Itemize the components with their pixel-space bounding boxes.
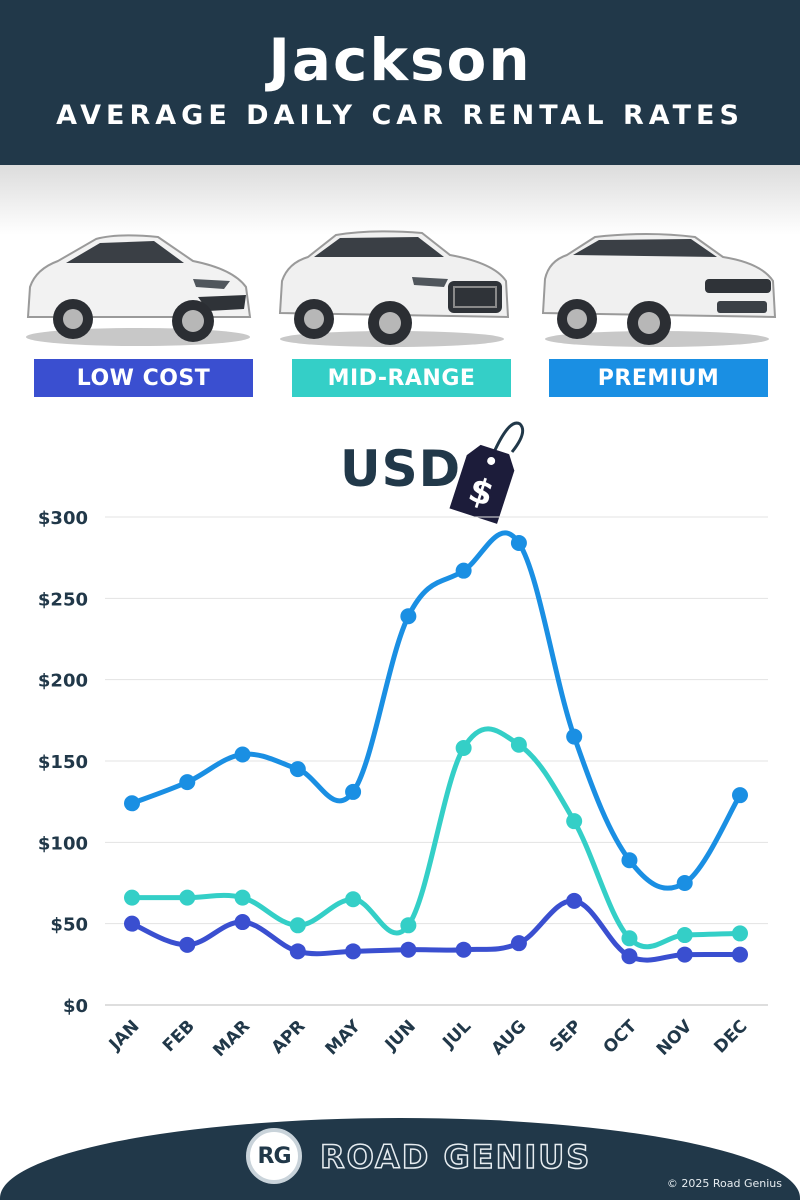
legend-low-cost-label: LOW COST [76, 365, 211, 391]
currency-label: USD [340, 440, 462, 498]
legend-low-cost: LOW COST [34, 359, 253, 397]
data-point-low-cost [510, 935, 527, 952]
data-point-low-cost [566, 892, 583, 909]
copyright-text: © 2025 Road Genius [666, 1177, 782, 1190]
x-tick-label: OCT [600, 1016, 642, 1058]
data-point-mid-range [566, 813, 583, 830]
data-point-mid-range [234, 889, 251, 906]
x-tick-label: APR [268, 1016, 310, 1058]
legend-mid-range: MID-RANGE [292, 359, 511, 397]
data-point-low-cost [124, 915, 140, 932]
page-subtitle: AVERAGE DAILY CAR RENTAL RATES [56, 100, 744, 131]
x-tick-label: JAN [105, 1016, 144, 1055]
data-point-low-cost [179, 936, 196, 953]
x-tick-label: AUG [488, 1016, 531, 1059]
data-point-premium [400, 608, 417, 625]
data-point-mid-range [345, 891, 362, 908]
city-title: Jackson [268, 26, 532, 94]
data-point-premium [455, 562, 472, 579]
data-point-premium [234, 746, 251, 763]
y-tick-label: $200 [38, 671, 88, 692]
data-point-mid-range [400, 917, 417, 934]
x-tick-label: JUL [438, 1016, 475, 1053]
x-tick-label: DEC [710, 1016, 751, 1057]
x-tick-label: SEP [546, 1016, 586, 1056]
data-point-mid-range [621, 930, 638, 947]
data-point-premium [179, 774, 196, 791]
hatchback-car-icon [18, 225, 258, 350]
legend-premium: PREMIUM [549, 359, 768, 397]
data-point-mid-range [732, 925, 748, 942]
data-point-mid-range [455, 739, 472, 756]
price-tag-icon: $ [449, 421, 525, 524]
range-rover-suv-car-icon [537, 225, 777, 350]
legend-premium-label: PREMIUM [597, 365, 720, 391]
y-tick-label: $100 [38, 833, 88, 854]
data-point-premium [621, 852, 638, 869]
data-point-low-cost [621, 948, 638, 965]
x-tick-label: MAY [322, 1016, 365, 1059]
y-tick-label: $300 [38, 508, 88, 529]
data-point-low-cost [289, 943, 306, 960]
data-point-low-cost [676, 946, 693, 963]
data-point-premium [566, 728, 583, 745]
x-tick-label: JUN [381, 1016, 420, 1055]
data-point-premium [732, 787, 748, 804]
series-line-low-cost [129, 898, 743, 963]
data-point-premium [345, 783, 362, 800]
data-point-mid-range [676, 927, 693, 944]
data-point-low-cost [400, 941, 417, 958]
logo-text: RG [257, 1143, 292, 1169]
data-point-mid-range [179, 889, 196, 906]
rental-rate-line-chart: $0 $50 $100 $150 $200 $250 $300 JAN FEB MAR APR MAY… [38, 508, 768, 1061]
data-point-mid-range [510, 736, 527, 753]
legend-mid-range-label: MID-RANGE [327, 365, 476, 391]
data-point-premium [124, 795, 140, 812]
data-point-low-cost [455, 941, 472, 958]
y-tick-label: $150 [38, 752, 88, 773]
y-tick-label: $50 [50, 915, 88, 936]
data-point-mid-range [124, 889, 140, 906]
x-tick-label: MAR [209, 1016, 254, 1061]
y-tick-label: $250 [38, 589, 88, 610]
data-point-low-cost [732, 946, 748, 963]
data-point-mid-range [289, 917, 306, 934]
header-shadow [0, 165, 800, 235]
header-banner: Jackson AVERAGE DAILY CAR RENTAL RATES [0, 0, 800, 165]
x-tick-label: FEB [159, 1016, 199, 1056]
x-tick-label: NOV [653, 1016, 697, 1060]
brand-name: ROAD GENIUS [319, 1137, 592, 1177]
audi-suv-car-icon [272, 225, 512, 350]
data-point-low-cost [234, 914, 251, 931]
road-genius-logo-icon: RG [246, 1128, 302, 1184]
data-point-premium [510, 535, 527, 552]
data-point-premium [676, 875, 693, 891]
data-point-premium [289, 761, 306, 778]
data-point-low-cost [345, 943, 362, 960]
y-tick-label: $0 [63, 996, 88, 1017]
